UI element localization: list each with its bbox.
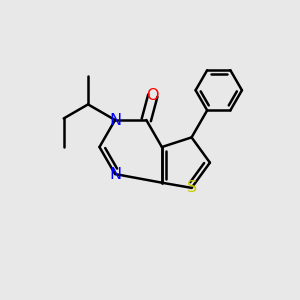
Text: N: N	[109, 167, 121, 182]
Text: N: N	[109, 112, 121, 128]
Text: O: O	[147, 88, 159, 103]
Text: S: S	[187, 180, 196, 195]
